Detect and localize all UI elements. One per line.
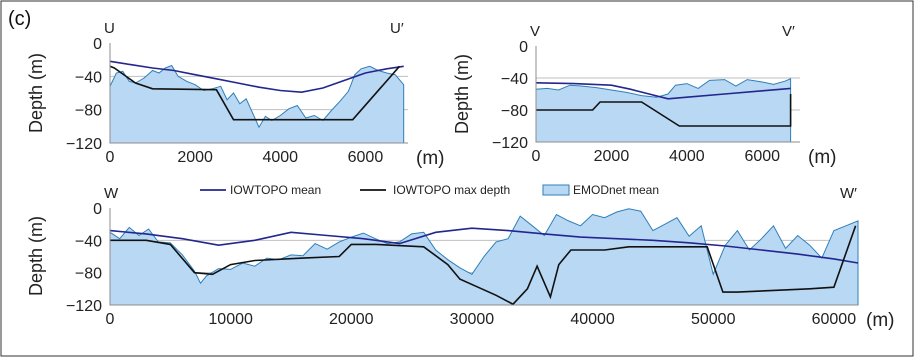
legend-emodnet-mean-swatch (542, 184, 570, 196)
panel-w-xtick-label-5: 50000 (691, 311, 736, 328)
panel-w-xtick-label-2: 20000 (329, 311, 374, 328)
panel-u-xtick-label-1: 2000 (177, 149, 213, 166)
panel-u-xtick-label-0: 0 (106, 149, 115, 166)
panel-u-y-axis-label: Depth (m) (26, 53, 46, 133)
panel-u-emodnet-mean-area (109, 64, 405, 144)
panel-u-xtick-label-3: 6000 (348, 149, 384, 166)
panel-w-xtick-label-0: 0 (106, 311, 115, 328)
panel-w-ytick-label-2: −80 (75, 266, 102, 283)
panel-w-x-axis-label: (m) (866, 310, 894, 331)
panel-v-xtick-label-0: 0 (532, 148, 541, 165)
panel-u-end-label: U′ (390, 20, 404, 37)
panel-w-iowtopo-mean-line (109, 227, 859, 264)
panel-u-iowtopo-max-depth-line (109, 65, 401, 121)
panel-w-xtick-label-3: 30000 (450, 311, 495, 328)
panel-w-iowtopo-max-depth-line (110, 225, 857, 306)
panel-u-ytick-label-3: −120 (66, 136, 102, 153)
panel-w-ytick-label-0: 0 (93, 201, 102, 218)
panel-v-ytick-label-1: −40 (501, 71, 528, 88)
panel-w-xtick-label-1: 10000 (208, 311, 253, 328)
panel-u-iowtopo-mean-line (109, 60, 404, 94)
legend-iowtopo-mean-label: IOWTOPO mean (230, 183, 321, 197)
legend-emodnet-mean-label: EMODnet mean (573, 183, 659, 197)
legend-iowtopo-max-label: IOWTOPO max depth (393, 183, 510, 197)
panel-v-xtick-label-1: 2000 (594, 148, 630, 165)
panel-w-start-label: W (104, 185, 119, 202)
panel-u-x-axis-label: (m) (416, 148, 444, 169)
panel-u-start-label: U (104, 20, 115, 37)
panel-v-ytick-label-0: 0 (519, 39, 528, 56)
panel-v-ytick-label-2: −80 (501, 103, 528, 120)
panel-u-ytick-label-0: 0 (93, 36, 102, 53)
panel-w-ytick-label-3: −120 (66, 298, 102, 315)
panel-u-ytick-label-2: −80 (75, 103, 102, 120)
panel-v-x-axis-label: (m) (808, 147, 836, 168)
panel-v-ytick-label-3: −120 (492, 135, 528, 152)
panel-w-xtick-label-6: 60000 (812, 311, 857, 328)
panel-w-end-label: W′ (840, 185, 857, 202)
panel-w-y-axis-label: Depth (m) (26, 216, 46, 296)
panel-v-xtick-label-2: 4000 (669, 148, 705, 165)
panel-v-xtick-label-3: 6000 (744, 148, 780, 165)
panel-v-iowtopo-max-depth-line (536, 94, 792, 127)
panel-v-start-label: V (530, 23, 540, 40)
panel-w-xtick-label-4: 40000 (570, 311, 615, 328)
panel-v-iowtopo-mean-line (535, 82, 791, 100)
legend: IOWTOPO mean IOWTOPO max depth EMODnet m… (200, 183, 659, 197)
panel-v-y-axis-label: Depth (m) (452, 54, 472, 134)
panel-w-ytick-label-1: −40 (75, 233, 102, 250)
panel-tag: (c) (8, 8, 31, 30)
panel-u-ytick-label-1: −40 (75, 69, 102, 86)
panel-v-end-label: V′ (782, 23, 795, 40)
panel-u-xtick-label-2: 4000 (262, 149, 298, 166)
